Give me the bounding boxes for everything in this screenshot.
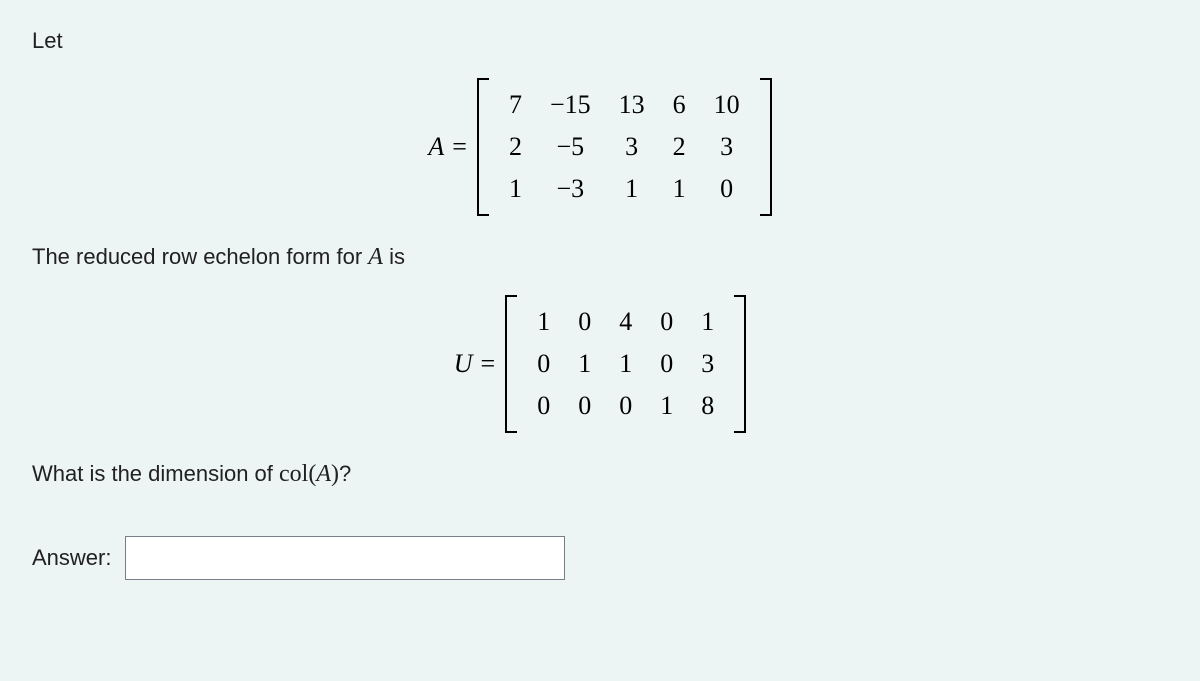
matrix-cell: 1 — [564, 343, 605, 385]
matrix-cell: 1 — [605, 343, 646, 385]
answer-input[interactable] — [125, 536, 565, 580]
matrix-u-label: U = — [454, 349, 495, 379]
matrix-cell: 10 — [700, 84, 754, 126]
matrix-a-var: A — [428, 132, 444, 162]
matrix-cell: 0 — [605, 385, 646, 427]
matrix-cell: 0 — [523, 343, 564, 385]
answer-row: Answer: — [32, 536, 1168, 580]
rref-var: A — [368, 244, 383, 270]
matrix-a-grid: 7−15136102−53231−3110 — [487, 78, 762, 216]
matrix-a: 7−15136102−53231−3110 — [477, 78, 772, 216]
matrix-cell: −5 — [536, 126, 605, 168]
matrix-cell: 3 — [605, 126, 659, 168]
matrix-cell: 0 — [646, 301, 687, 343]
question-post: ? — [339, 461, 351, 486]
question-math: col( — [279, 461, 316, 487]
answer-label: Answer: — [32, 545, 111, 571]
matrix-cell: 2 — [659, 126, 700, 168]
matrix-cell: −3 — [536, 168, 605, 210]
rref-text-post: is — [383, 244, 405, 269]
question-var: A — [316, 461, 331, 487]
matrix-cell: 0 — [646, 343, 687, 385]
rref-text-pre: The reduced row echelon form for — [32, 244, 368, 269]
matrix-cell: 3 — [700, 126, 754, 168]
intro-text: Let — [32, 28, 1168, 54]
question-text: What is the dimension of col(A)? — [32, 461, 1168, 488]
matrix-u: 104010110300018 — [505, 295, 746, 433]
matrix-cell: 13 — [605, 84, 659, 126]
matrix-cell: 4 — [605, 301, 646, 343]
matrix-cell: 0 — [564, 301, 605, 343]
bracket-right-icon — [762, 78, 772, 216]
problem-panel: Let A = 7−15136102−53231−3110 The reduce… — [0, 0, 1200, 681]
matrix-u-grid: 104010110300018 — [515, 295, 736, 433]
matrix-cell: 1 — [523, 301, 564, 343]
equation-u: U = 104010110300018 — [32, 295, 1168, 433]
bracket-right-icon — [736, 295, 746, 433]
matrix-cell: 6 — [659, 84, 700, 126]
matrix-cell: 1 — [495, 168, 536, 210]
matrix-cell: 8 — [687, 385, 728, 427]
rref-text: The reduced row echelon form for A is — [32, 244, 1168, 271]
bracket-left-icon — [477, 78, 487, 216]
matrix-cell: 1 — [605, 168, 659, 210]
matrix-cell: 1 — [659, 168, 700, 210]
matrix-cell: 2 — [495, 126, 536, 168]
matrix-a-label: A = — [428, 132, 467, 162]
matrix-cell: −15 — [536, 84, 605, 126]
question-pre: What is the dimension of — [32, 461, 279, 486]
question-math-post: ) — [331, 461, 339, 487]
equals-sign: = — [452, 132, 467, 162]
matrix-cell: 0 — [523, 385, 564, 427]
matrix-cell: 3 — [687, 343, 728, 385]
matrix-cell: 1 — [687, 301, 728, 343]
matrix-cell: 7 — [495, 84, 536, 126]
matrix-u-var: U — [454, 349, 473, 379]
matrix-cell: 1 — [646, 385, 687, 427]
equation-a: A = 7−15136102−53231−3110 — [32, 78, 1168, 216]
equals-sign: = — [481, 349, 496, 379]
bracket-left-icon — [505, 295, 515, 433]
matrix-cell: 0 — [564, 385, 605, 427]
matrix-cell: 0 — [700, 168, 754, 210]
